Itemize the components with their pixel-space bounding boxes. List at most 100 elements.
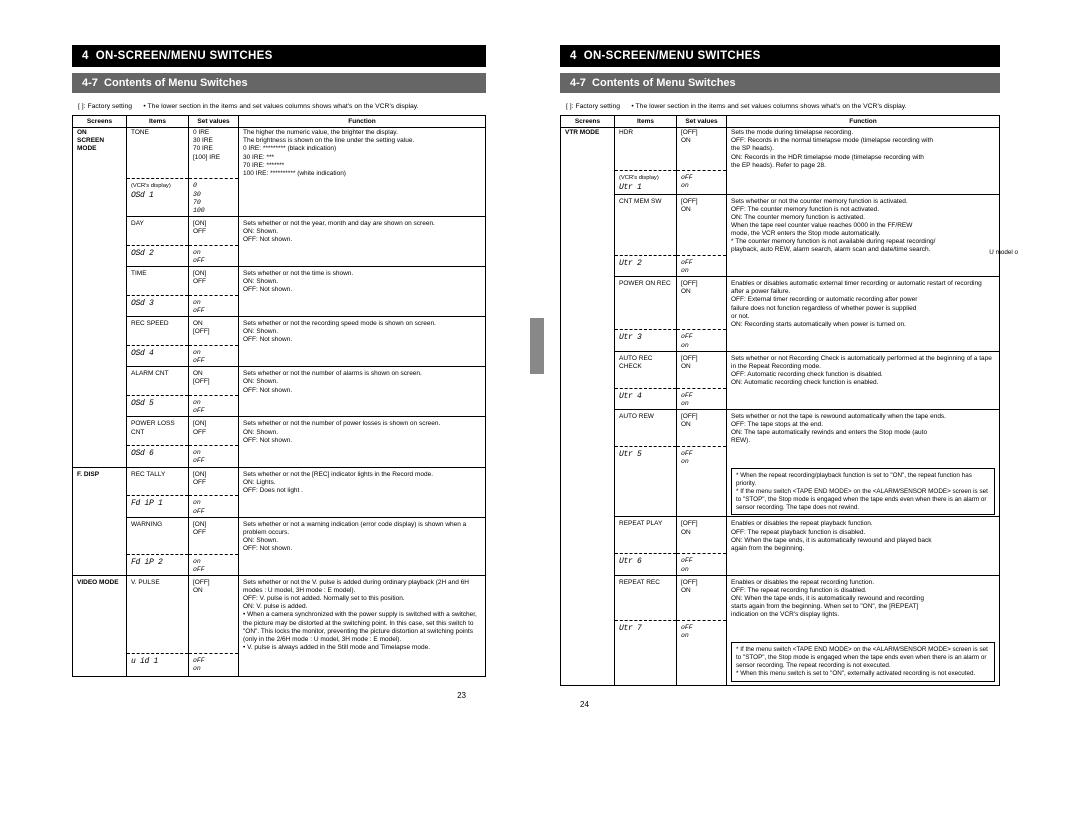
function-cell bbox=[727, 173, 1000, 194]
function-cell: Sets whether or not the [REC] indicator … bbox=[239, 470, 486, 496]
menu-table-left: Screens Items Set values Function ONSCRE… bbox=[72, 115, 486, 677]
item-lcd-cell: Fd iP 2 bbox=[127, 557, 189, 576]
screen-cell: VIDEO MODE bbox=[73, 578, 127, 653]
col-items: Items bbox=[127, 116, 189, 128]
values-lcd-cell: oFFon bbox=[677, 173, 727, 194]
item-cell: AUTO REC CHECK bbox=[615, 354, 677, 389]
function-cell bbox=[239, 498, 486, 517]
function-cell: Sets whether or not the time is shown. O… bbox=[239, 269, 486, 295]
item-lcd-cell: (VCR's display)Utr 1 bbox=[615, 173, 677, 194]
values-cell: [OFF]ON bbox=[677, 519, 727, 554]
item-cell: HDR bbox=[615, 128, 677, 171]
values-lcd-cell: oFFon bbox=[677, 332, 727, 351]
item-cell: REPEAT REC bbox=[615, 578, 677, 621]
function-cell bbox=[239, 448, 486, 467]
item-lcd-cell: Fd iP 1 bbox=[127, 498, 189, 517]
values-lcd-cell: onoFF bbox=[189, 348, 239, 367]
item-lcd-cell: OSd 2 bbox=[127, 248, 189, 267]
item-lcd-cell: OSd 3 bbox=[127, 298, 189, 317]
screen-cell bbox=[561, 332, 615, 351]
values-cell: [ON]OFF bbox=[189, 470, 239, 496]
note-cell: * If the menu switch <TAPE END MODE> on … bbox=[727, 641, 1000, 682]
col-items: Items bbox=[615, 116, 677, 128]
col-values: Set values bbox=[677, 116, 727, 128]
screen-cell bbox=[73, 398, 127, 417]
screen-cell bbox=[73, 348, 127, 367]
values-lcd-cell: oFFon bbox=[189, 656, 239, 674]
function-cell bbox=[239, 298, 486, 317]
values-lcd-cell: oFFon bbox=[677, 391, 727, 410]
function-cell bbox=[239, 348, 486, 367]
screen-cell bbox=[73, 419, 127, 445]
note-cell: * When the repeat recording/playback fun… bbox=[727, 467, 1000, 517]
values-lcd-cell: oFFon bbox=[677, 623, 727, 641]
item-lcd-cell: OSd 4 bbox=[127, 348, 189, 367]
screen-cell bbox=[73, 448, 127, 467]
values-cell: [ON]OFF bbox=[189, 219, 239, 245]
values-lcd-cell: onoFF bbox=[189, 498, 239, 517]
values-cell: [OFF]ON bbox=[677, 354, 727, 389]
function-cell: Sets the mode during timelapse recording… bbox=[727, 128, 1000, 171]
values-cell: [OFF]ON bbox=[189, 578, 239, 653]
values-cell: [OFF]ON bbox=[677, 128, 727, 171]
values-lcd-cell: onoFF bbox=[189, 398, 239, 417]
chapter-title: ON-SCREEN/MENU SWITCHES bbox=[96, 50, 273, 62]
screen-cell bbox=[561, 623, 615, 641]
section-num: 4-7 bbox=[82, 77, 98, 89]
screen-cell bbox=[73, 248, 127, 267]
item-cell: TIME bbox=[127, 269, 189, 295]
screen-cell bbox=[561, 556, 615, 575]
item-lcd-cell: Utr 5 bbox=[615, 449, 677, 467]
screen-cell bbox=[73, 498, 127, 517]
screen-cell bbox=[561, 258, 615, 277]
values-lcd-cell: 03070100 bbox=[189, 181, 239, 216]
screen-cell bbox=[73, 319, 127, 345]
function-cell: Enables or disables the repeat playback … bbox=[727, 519, 1000, 554]
item-cell: V. PULSE bbox=[127, 578, 189, 653]
chapter-num: 4 bbox=[82, 50, 89, 62]
function-cell: Sets whether or not Recording Check is a… bbox=[727, 354, 1000, 389]
values-lcd-cell: oFFon bbox=[677, 258, 727, 277]
page-number: 23 bbox=[72, 691, 486, 700]
function-cell bbox=[239, 557, 486, 576]
item-cell: REPEAT PLAY bbox=[615, 519, 677, 554]
item-cell: DAY bbox=[127, 219, 189, 245]
screen-cell bbox=[73, 219, 127, 245]
intro-note: [ ]: Factory setting • The lower section… bbox=[560, 93, 1000, 115]
function-cell: Sets whether or not a warning indication… bbox=[239, 520, 486, 555]
screen-cell bbox=[561, 412, 615, 447]
intro-note: [ ]: Factory setting • The lower section… bbox=[72, 93, 486, 115]
values-cell: ON[OFF] bbox=[189, 369, 239, 395]
chapter-title: ON-SCREEN/MENU SWITCHES bbox=[584, 50, 761, 62]
item-lcd-cell: u id 1 bbox=[127, 656, 189, 674]
item-cell: REC TALLY bbox=[127, 470, 189, 496]
item-cell: WARNING bbox=[127, 520, 189, 555]
function-cell: Sets whether or not the number of alarms… bbox=[239, 369, 486, 395]
function-cell: The higher the numeric value, the bright… bbox=[239, 128, 486, 179]
note-box: * If the menu switch <TAPE END MODE> on … bbox=[731, 642, 995, 681]
function-cell bbox=[239, 181, 486, 216]
screen-cell bbox=[73, 369, 127, 395]
note-box: * When the repeat recording/playback fun… bbox=[731, 468, 995, 515]
values-lcd-cell: onoFF bbox=[189, 448, 239, 467]
function-cell: Sets whether or not the recording speed … bbox=[239, 319, 486, 345]
section-header: 4-7 Contents of Menu Switches bbox=[560, 73, 1000, 93]
page-left: 4 ON-SCREEN/MENU SWITCHES 4-7 Contents o… bbox=[0, 45, 510, 709]
function-cell: Sets whether or not the tape is rewound … bbox=[727, 412, 1000, 447]
section-title: Contents of Menu Switches bbox=[104, 77, 248, 89]
function-cell bbox=[727, 556, 1000, 575]
function-cell bbox=[727, 449, 1000, 467]
values-lcd-cell: onoFF bbox=[189, 557, 239, 576]
item-cell: POWER LOSS CNT bbox=[127, 419, 189, 445]
function-cell bbox=[727, 332, 1000, 351]
chapter-header: 4 ON-SCREEN/MENU SWITCHES bbox=[72, 45, 486, 67]
page-number: 24 bbox=[560, 700, 1000, 709]
screen-cell bbox=[73, 520, 127, 555]
item-lcd-cell: OSd 5 bbox=[127, 398, 189, 417]
item-cell: AUTO REW bbox=[615, 412, 677, 447]
values-cell: [OFF]ON bbox=[677, 197, 727, 256]
screen-cell bbox=[73, 656, 127, 674]
item-lcd-cell: Utr 6 bbox=[615, 556, 677, 575]
function-cell: Sets whether or not the number of power … bbox=[239, 419, 486, 445]
item-cell: REC SPEED bbox=[127, 319, 189, 345]
